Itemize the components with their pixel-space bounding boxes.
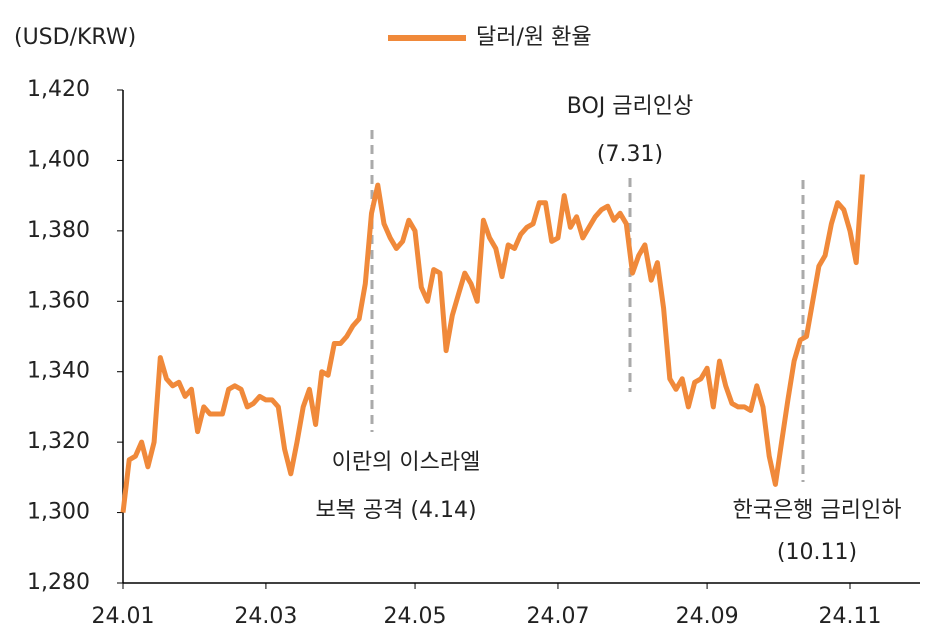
annotation: 보복 공격 (4.14) <box>315 498 476 523</box>
y-tick-label: 1,300 <box>27 500 90 525</box>
annotation: (10.11) <box>777 540 857 565</box>
y-tick-label: 1,420 <box>27 77 90 102</box>
x-tick-label: 24.11 <box>819 604 882 629</box>
y-tick-label: 1,380 <box>27 218 90 243</box>
x-tick-label: 24.05 <box>384 604 447 629</box>
x-tick-label: 24.07 <box>526 604 589 629</box>
x-tick-label: 24.03 <box>234 604 297 629</box>
annotation: (7.31) <box>597 142 663 167</box>
y-tick-label: 1,340 <box>27 359 90 384</box>
y-tick-label: 1,320 <box>27 429 90 454</box>
y-tick-label: 1,400 <box>27 147 90 172</box>
y-tick-label: 1,360 <box>27 288 90 313</box>
annotation: BOJ 금리인상 <box>567 94 693 119</box>
annotation: 이란의 이스라엘 <box>332 450 481 475</box>
series-line <box>120 174 865 513</box>
annotation: 한국은행 금리인하 <box>733 498 902 523</box>
x-tick-label: 24.01 <box>92 604 155 629</box>
y-tick-label: 1,280 <box>27 570 90 595</box>
legend-label: 달러/원 환율 <box>476 25 592 50</box>
x-tick-label: 24.09 <box>676 604 739 629</box>
y-axis-label: (USD/KRW) <box>14 25 136 50</box>
